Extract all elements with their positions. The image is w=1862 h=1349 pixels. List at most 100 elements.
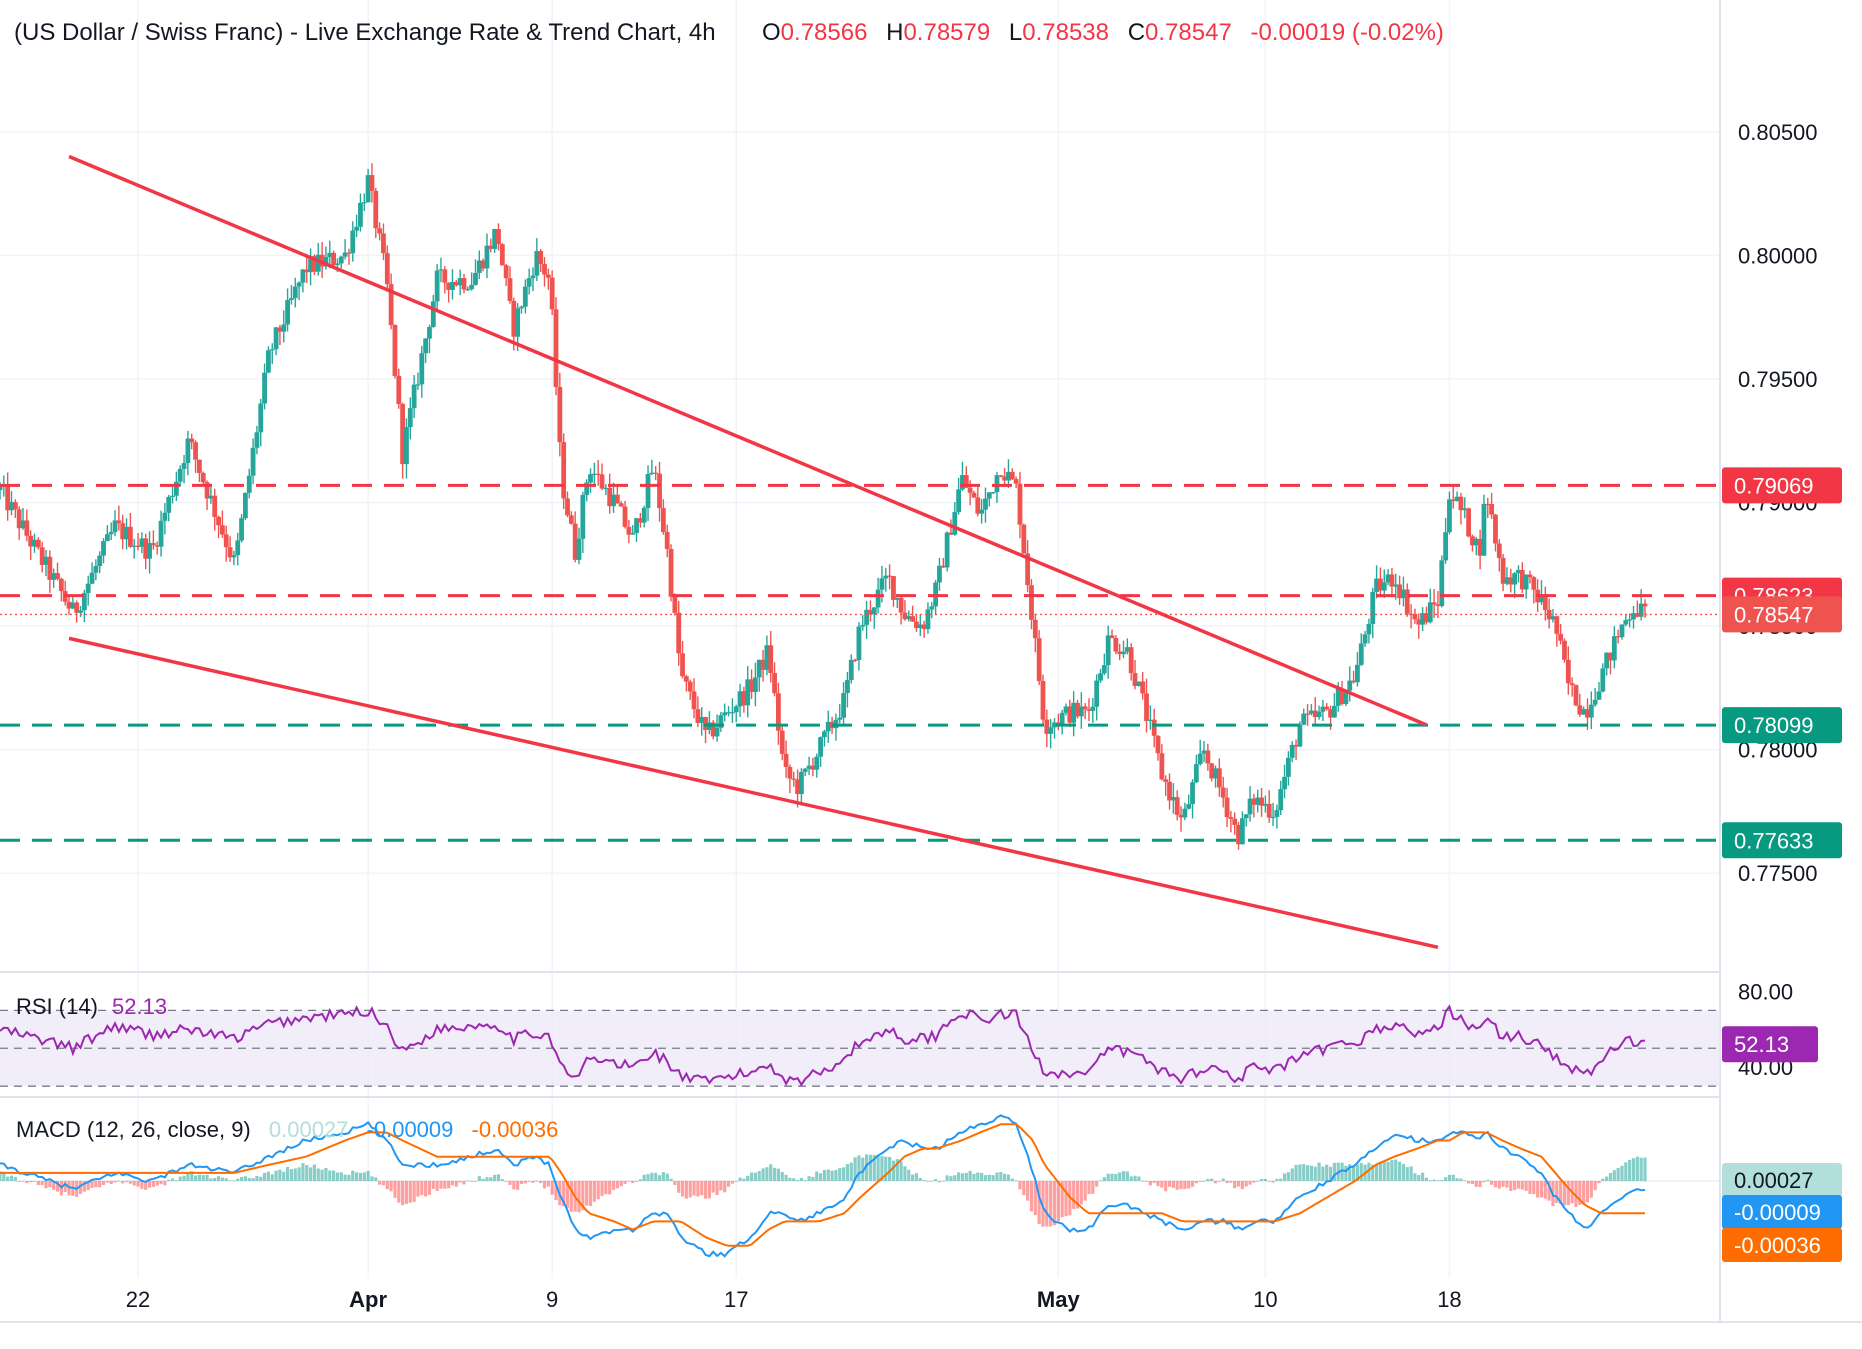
candle: [1067, 699, 1073, 728]
macd-histogram-bar: [1490, 1180, 1494, 1185]
macd-histogram-bar: [412, 1180, 416, 1202]
candle-body: [1193, 764, 1199, 783]
candle: [622, 500, 628, 529]
candle: [503, 263, 509, 286]
macd-histogram-bar: [1643, 1157, 1647, 1181]
candle: [39, 541, 45, 573]
candle: [557, 372, 563, 457]
macd-histogram-bar: [1639, 1157, 1643, 1181]
candle-body: [289, 298, 294, 301]
candle: [346, 248, 352, 265]
candle: [101, 538, 106, 564]
candle: [1159, 744, 1165, 781]
macd-histogram-bar: [861, 1157, 865, 1181]
candle: [1029, 578, 1034, 630]
candle: [350, 221, 356, 262]
macd-histogram-bar: [807, 1176, 811, 1181]
candle-body: [921, 624, 927, 630]
candle-body: [1224, 797, 1230, 818]
candle: [1232, 812, 1238, 835]
candle: [1178, 806, 1184, 832]
candle-body: [660, 508, 666, 533]
candle-body: [1128, 647, 1134, 674]
macd-histogram-bar: [381, 1180, 386, 1186]
candle: [986, 491, 992, 507]
macd-histogram-bar: [799, 1178, 804, 1181]
candle-body: [1623, 620, 1629, 625]
candle-body: [285, 300, 290, 325]
candle: [1002, 468, 1008, 487]
time-tick-label: 17: [724, 1287, 748, 1312]
candle: [580, 491, 586, 554]
candle-body: [139, 538, 145, 547]
macd-histogram-bar: [1386, 1161, 1390, 1181]
candle: [492, 228, 498, 253]
candle: [304, 257, 310, 283]
macd-histogram-bar: [983, 1175, 988, 1181]
macd-histogram-bar: [1597, 1180, 1601, 1184]
candle-body: [154, 545, 160, 547]
macd-histogram-bar: [1110, 1173, 1114, 1181]
candle-body: [802, 768, 808, 772]
ohlc-readout: O0.78566 H0.78579 L0.78538 C0.78547 -0.0…: [762, 19, 1444, 46]
candle-body: [822, 731, 827, 738]
candle: [1021, 523, 1027, 554]
rsi-legend-value: 52.13: [112, 994, 167, 1019]
macd-histogram-bar: [147, 1180, 152, 1188]
candle: [1358, 633, 1364, 666]
candle: [354, 214, 360, 238]
macd-histogram-bar: [1167, 1180, 1172, 1187]
macd-histogram-bar: [608, 1180, 612, 1195]
candle: [1216, 758, 1222, 797]
macd-histogram-bar: [1359, 1163, 1363, 1181]
candle-body: [361, 202, 367, 204]
candle-body: [963, 475, 969, 488]
candle-body: [1431, 602, 1437, 605]
macd-histogram-bar: [9, 1175, 14, 1181]
candle-body: [795, 779, 800, 795]
candle: [772, 662, 777, 697]
candle-body: [1308, 710, 1314, 714]
candle-body: [1366, 623, 1372, 635]
candle-body: [779, 730, 785, 754]
candle: [358, 193, 363, 232]
candle-body: [894, 597, 900, 600]
candle-body: [1332, 705, 1337, 718]
candle: [220, 510, 225, 538]
candle-body: [1401, 589, 1406, 599]
macd-histogram-bar: [1605, 1176, 1609, 1181]
candle: [1516, 565, 1521, 583]
macd-histogram-bar: [769, 1164, 773, 1181]
candle: [381, 223, 386, 261]
candle-body: [1615, 636, 1621, 638]
candle-body: [170, 495, 175, 497]
candle: [1554, 615, 1560, 647]
macd-histogram-bar: [880, 1155, 884, 1181]
macd-histogram-bar: [232, 1180, 236, 1182]
candle-body: [450, 281, 455, 290]
candle-body: [1006, 471, 1011, 481]
macd-histogram-bar: [1229, 1180, 1233, 1183]
macd-histogram-bar: [385, 1180, 389, 1190]
candle-body: [331, 252, 337, 266]
candle: [131, 539, 137, 559]
low-value: 0.78538: [1022, 19, 1109, 46]
candle: [166, 494, 172, 522]
candle: [902, 600, 908, 621]
candle: [365, 168, 371, 203]
candle-body: [783, 753, 789, 767]
candle: [710, 720, 716, 740]
candle-body: [1585, 709, 1590, 718]
candle: [1569, 677, 1575, 697]
candle-body: [1170, 797, 1176, 801]
candle-body: [1512, 573, 1518, 585]
macd-histogram-bar: [1513, 1180, 1517, 1190]
candle-body: [806, 765, 812, 769]
macd-histogram-bar: [216, 1176, 221, 1181]
macd-hist-badge: 0.00027: [1734, 1168, 1814, 1193]
candle-body: [1121, 651, 1126, 655]
candle: [285, 288, 290, 332]
macd-histogram-bar: [749, 1172, 754, 1181]
candle: [1082, 703, 1088, 720]
